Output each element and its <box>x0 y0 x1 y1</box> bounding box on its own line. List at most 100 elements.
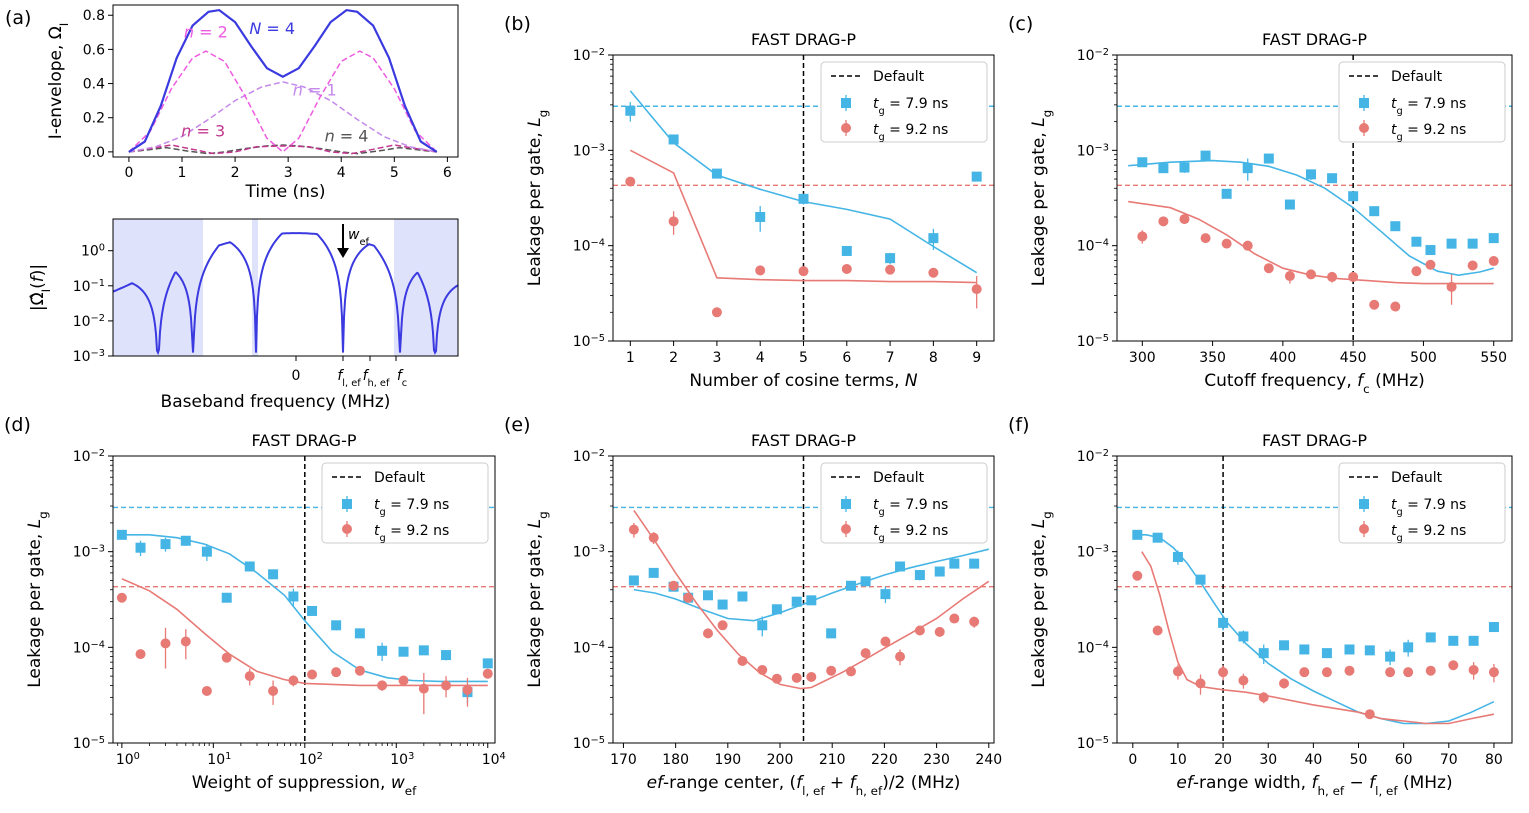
tick-label: 102 <box>299 751 323 769</box>
chart-title: FAST DRAG-P <box>751 30 856 49</box>
shaded-band <box>252 219 258 356</box>
blue-data-point <box>949 558 960 569</box>
legend-red-swatch <box>841 123 851 133</box>
red-data-point <box>1369 299 1380 310</box>
red-data-point <box>160 638 171 649</box>
red-data-point <box>668 580 679 591</box>
axes-frame <box>112 218 459 357</box>
red-data-point <box>1344 665 1355 676</box>
red-data-point <box>1258 692 1269 703</box>
red-data-point <box>757 664 768 675</box>
panel-a-bottom: 10−3 10−2 10−1 100 0 fl, ef fh, ef fc wef Baseban… <box>28 218 459 412</box>
blue-data-point <box>1221 188 1232 199</box>
red-data-point <box>798 266 809 277</box>
panel-label: (a) <box>5 7 31 29</box>
x-axis-label: ef-range width, fh, ef − fl, ef (MHz) <box>1176 773 1452 798</box>
legend-blue-swatch <box>841 98 851 108</box>
tick-label: 400 <box>1270 350 1297 366</box>
blue-data-point <box>201 546 212 557</box>
tick-label: 350 <box>1199 350 1226 366</box>
blue-data-point <box>702 590 713 601</box>
legend-default-label: Default <box>873 69 925 85</box>
red-data-point <box>1221 238 1232 249</box>
legend-default-label: Default <box>374 470 426 486</box>
tick-label: 10−2 <box>573 47 605 65</box>
blue-data-point <box>180 535 191 546</box>
panel-c: 10−5 10−4 10−3 10−2 300 350 400 450 500 550 FAST D… <box>1008 13 1513 396</box>
tick-label: 100 <box>116 751 140 769</box>
legend-blue-swatch <box>1359 98 1369 108</box>
tick-label: 5 <box>390 165 399 181</box>
blue-data-point <box>482 658 493 669</box>
tick-label: 180 <box>662 752 689 768</box>
tick-label: 10−5 <box>573 333 605 351</box>
red-data-point <box>1305 269 1316 280</box>
plot-area <box>1117 55 1512 341</box>
blue-data-point <box>1344 644 1355 655</box>
tick-label: 9 <box>972 350 981 366</box>
red-data-point <box>1238 675 1249 686</box>
tick-label: 230 <box>923 752 950 768</box>
blue-fit-line <box>1137 533 1495 725</box>
tick-label: 10−2 <box>573 448 605 466</box>
blue-data-point <box>418 645 429 656</box>
tick-label: 10−3 <box>1077 142 1109 160</box>
tick-label: 0.0 <box>83 145 105 161</box>
blue-data-point <box>1425 245 1436 256</box>
red-data-point <box>880 636 891 647</box>
tick-label: 240 <box>975 752 1002 768</box>
tick-label: 10 <box>1169 752 1187 768</box>
legend: Default tg = 7.9 ns tg = 9.2 ns <box>321 462 489 544</box>
blue-data-point <box>1258 648 1269 659</box>
chart-title: FAST DRAG-P <box>751 431 856 450</box>
blue-data-point <box>668 134 679 145</box>
red-data-point <box>1195 678 1206 689</box>
tick-label: 10−5 <box>1077 735 1109 753</box>
red-data-point <box>885 264 896 275</box>
red-data-point <box>648 532 659 543</box>
shaded-band <box>394 219 458 356</box>
red-data-point <box>841 263 852 274</box>
blue-data-point <box>1132 529 1143 540</box>
panel-label: (b) <box>504 13 531 35</box>
blue-data-point <box>625 105 636 116</box>
blue-data-point <box>1467 238 1478 249</box>
red-data-point <box>949 613 960 624</box>
x-axis-label: Cutoff frequency, fc (MHz) <box>1204 371 1425 396</box>
red-data-point <box>1403 667 1414 678</box>
blue-fit-line <box>1128 159 1494 277</box>
red-data-point <box>971 284 982 295</box>
tick-label: 10−2 <box>73 448 105 466</box>
tick-label: 4 <box>756 350 765 366</box>
red-fit-line <box>629 149 977 284</box>
panel-label: (c) <box>1008 13 1033 35</box>
blue-data-point <box>377 645 388 656</box>
series-annotation: n = 2 <box>184 22 228 41</box>
blue-data-point <box>244 561 255 572</box>
legend-blue-swatch <box>1359 499 1369 509</box>
legend-red-label: tg = 9.2 ns <box>873 523 948 544</box>
red-data-point <box>1263 263 1274 274</box>
tick-label: 0.2 <box>83 111 105 127</box>
blue-data-point <box>1348 191 1359 202</box>
tick-label: 30 <box>1259 752 1277 768</box>
red-data-point <box>1448 660 1459 671</box>
red-data-point <box>1299 667 1310 678</box>
red-data-point <box>1488 256 1499 267</box>
red-data-point <box>717 620 728 631</box>
blue-data-point <box>116 529 127 540</box>
red-data-point <box>860 648 871 659</box>
red-data-point <box>1158 216 1169 227</box>
red-data-point <box>268 685 279 696</box>
red-data-point <box>201 685 212 696</box>
tick-label: 40 <box>1304 752 1322 768</box>
tick-label: 2 <box>231 165 240 181</box>
blue-data-point <box>1137 157 1148 168</box>
tick-label: 190 <box>714 752 741 768</box>
y-axis-label: Leakage per gate, Lg <box>25 511 50 688</box>
series-line-n1 <box>128 81 437 153</box>
tick-label: 10−3 <box>73 543 105 561</box>
red-data-point <box>1385 667 1396 678</box>
tick-label: 300 <box>1129 350 1156 366</box>
red-data-point <box>1200 233 1211 244</box>
